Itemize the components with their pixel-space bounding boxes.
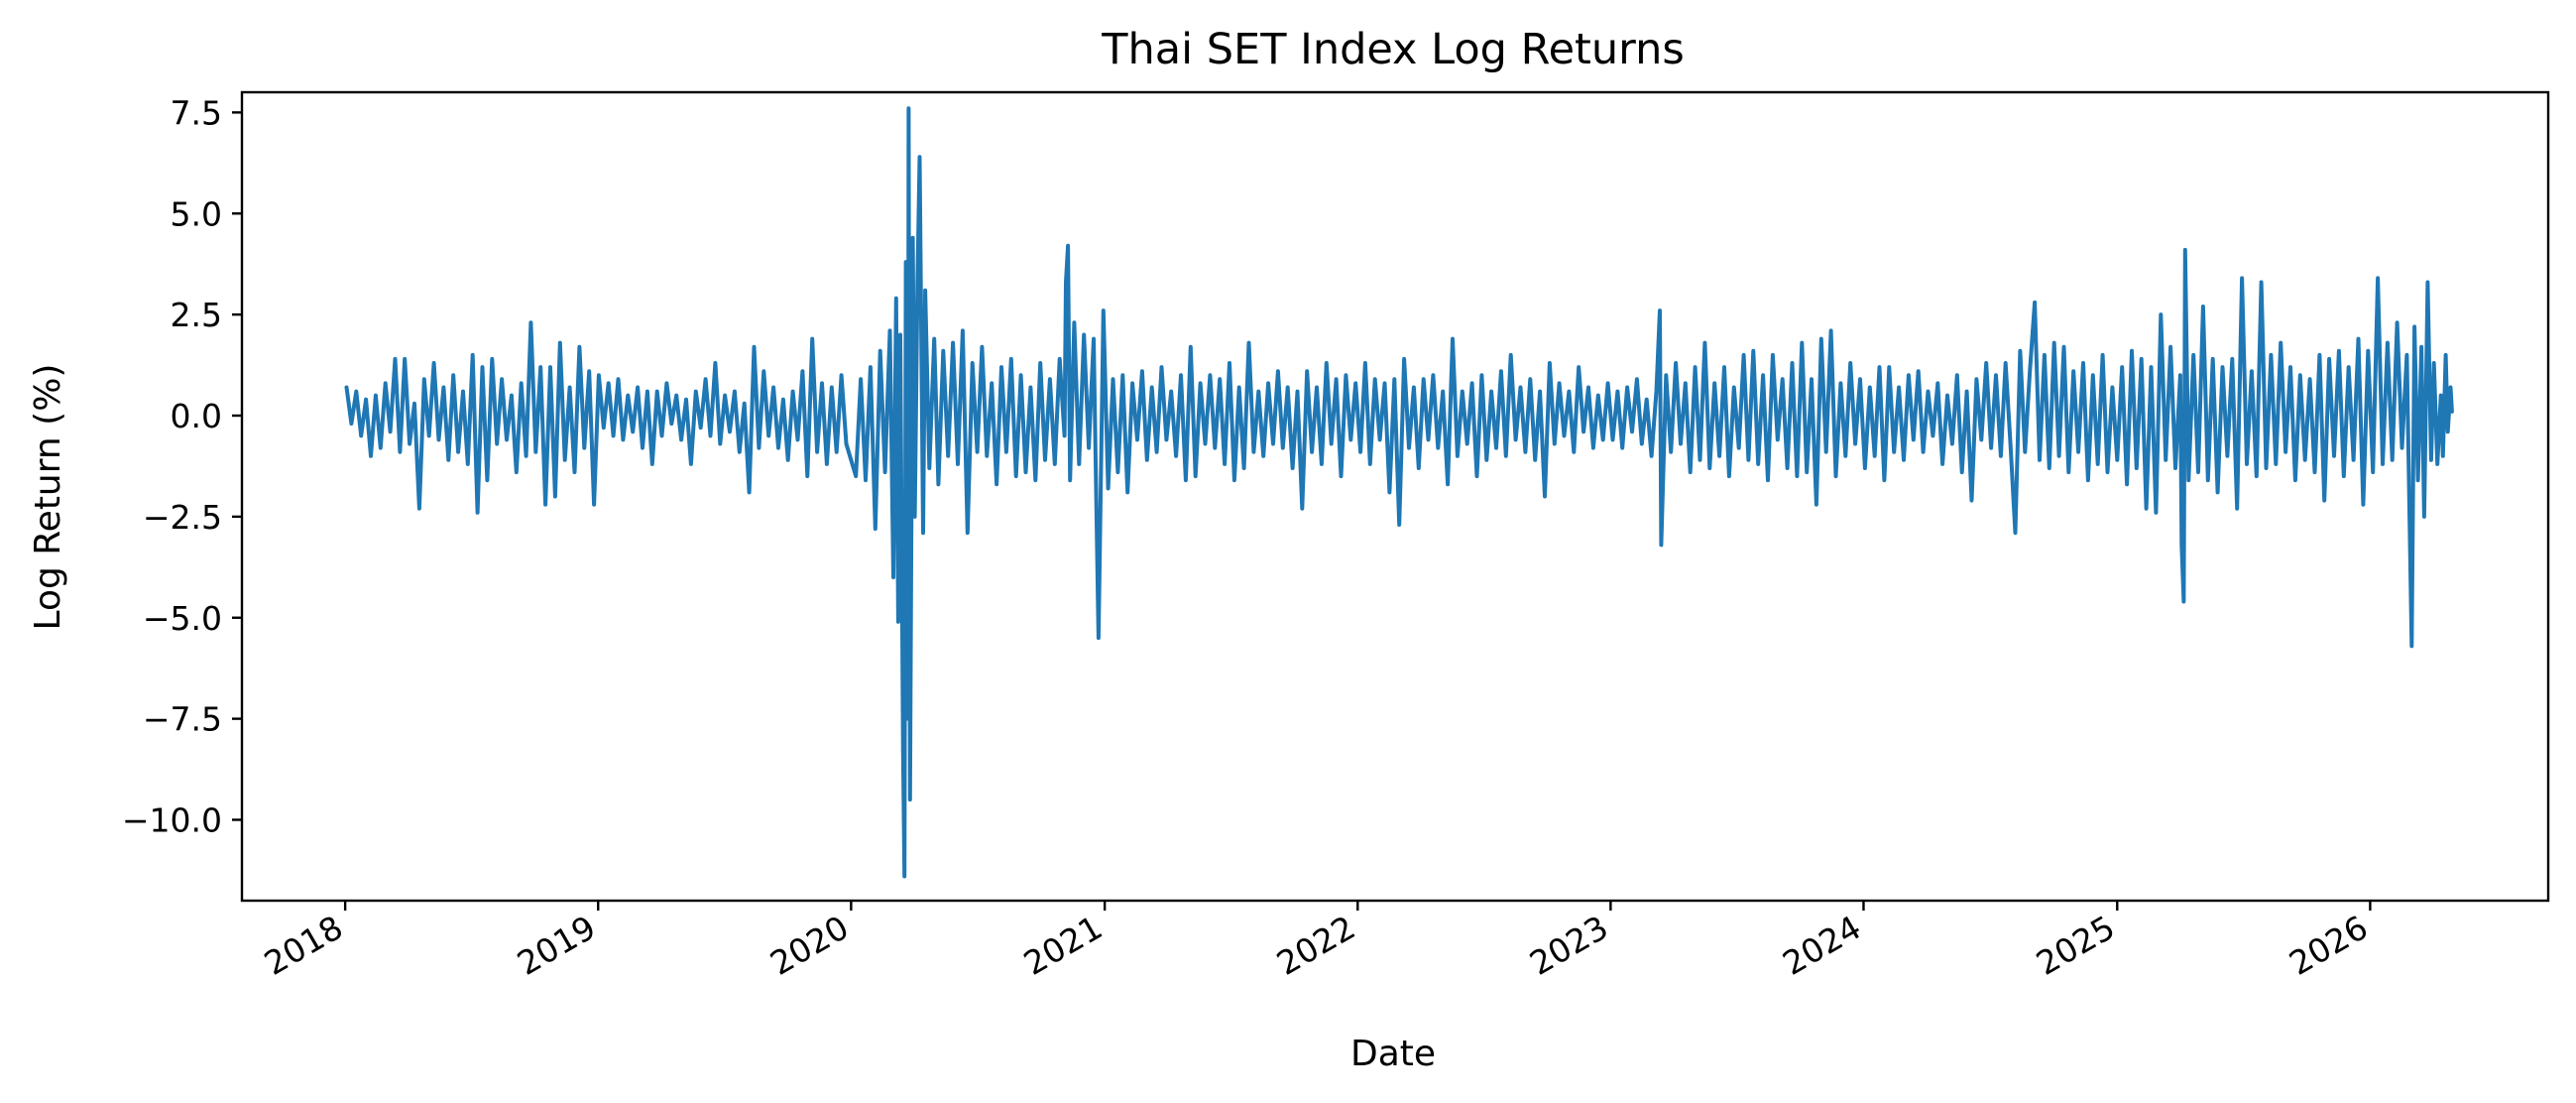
y-tick-label: 0.0: [171, 397, 222, 435]
series-line-0: [344, 106, 2454, 879]
y-tick-label: −5.0: [143, 599, 222, 638]
y-tick-label: 7.5: [171, 93, 222, 132]
y-tick-label: −2.5: [143, 498, 222, 537]
y-axis-label: Log Return (%): [28, 364, 68, 631]
y-tick-label: 2.5: [171, 296, 222, 334]
y-tick-label: 5.0: [171, 194, 222, 233]
y-axis: 7.5 5.0 2.5 0.0 −2.5 −5.0 −7.5 −10.0: [122, 93, 242, 840]
y-tick-label: −7.5: [143, 700, 222, 739]
plot-area: [344, 106, 2454, 879]
chart-title: Thai SET Index Log Returns: [1101, 25, 1685, 74]
x-axis-label: Date: [1350, 1034, 1436, 1074]
y-tick-label: −10.0: [122, 801, 222, 840]
plot-frame: [240, 90, 2550, 903]
